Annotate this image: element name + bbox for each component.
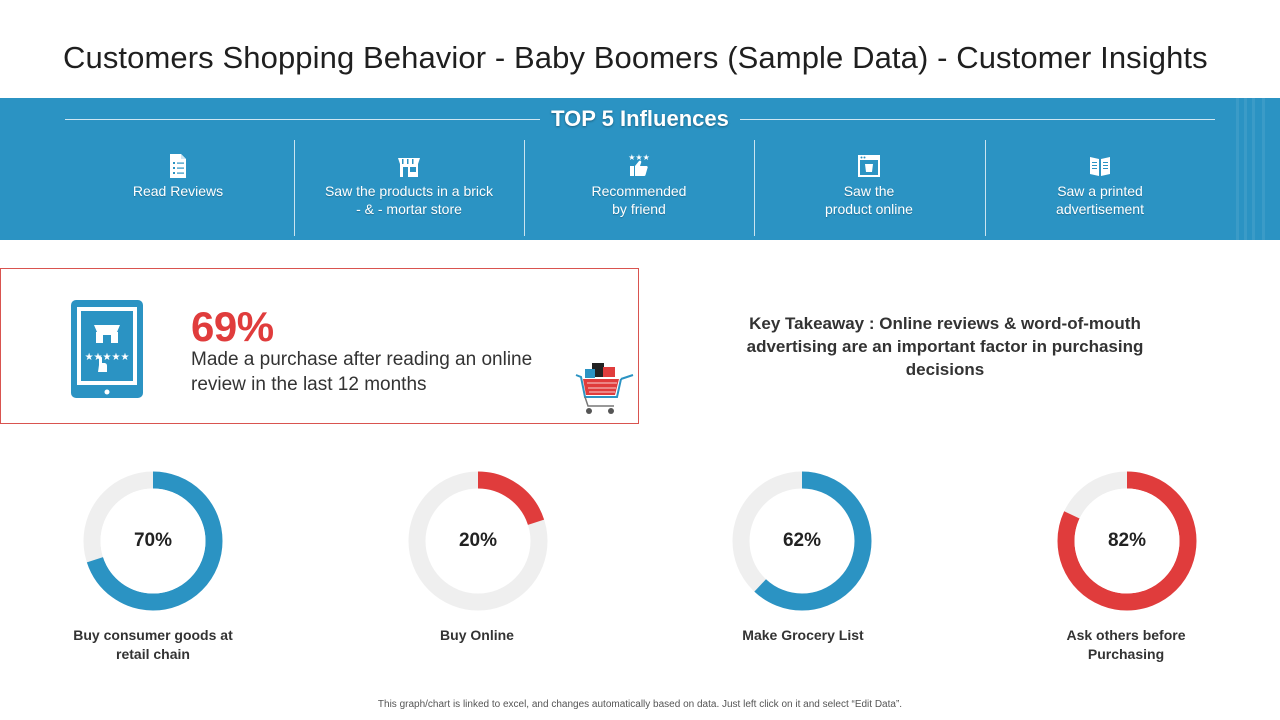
- influence-read-reviews: Read Reviews: [63, 140, 293, 236]
- donut-chart-online: 20%: [403, 466, 553, 616]
- influence-printed-ad: Saw a printed advertisement: [985, 140, 1215, 236]
- highlight-description: Made a purchase after reading an online …: [191, 349, 533, 395]
- donut-chart-retail: 70%: [78, 466, 228, 616]
- influence-label-line2: by friend: [612, 201, 666, 217]
- influences-heading: TOP 5 Influences: [551, 106, 729, 131]
- footer-note: This graph/chart is linked to excel, and…: [377, 699, 903, 710]
- donut-caption: Ask others before Purchasing: [1026, 626, 1226, 664]
- influence-label: Read Reviews: [132, 183, 224, 199]
- influence-label: Saw the: [843, 183, 895, 199]
- donut-arc: [732, 471, 872, 611]
- donut-value: 70%: [133, 530, 173, 551]
- divider: [985, 140, 986, 236]
- caption-line: Ask others before: [1066, 627, 1186, 643]
- influence-online-product: Saw the product online: [754, 140, 984, 236]
- donut-inner-ring: [100, 488, 206, 594]
- heading-rule-right: [740, 119, 1215, 120]
- donut-arc: [83, 471, 223, 611]
- document-list-icon: [170, 154, 186, 178]
- donut-value: 62%: [782, 530, 822, 551]
- donut-chart-ask-others: 82%: [1052, 466, 1202, 616]
- page-title: Customers Shopping Behavior - Baby Boome…: [63, 40, 1208, 75]
- caption-line: Buy Online: [440, 627, 514, 643]
- donut-value: 82%: [1107, 530, 1147, 551]
- open-magazine-icon: [1090, 157, 1110, 176]
- influence-label-line2: product online: [825, 201, 913, 217]
- key-takeaway: Key Takeaway : Online reviews & word-of-…: [746, 314, 1144, 379]
- donut-chart-grocery: 62%: [727, 466, 877, 616]
- influences-band: TOP 5 Influences Read Reviews Saw the pr…: [0, 98, 1280, 240]
- influence-label-line2: - & - mortar store: [356, 201, 462, 217]
- divider: [524, 140, 525, 236]
- donut-inner-ring: [1074, 488, 1180, 594]
- donut-caption: Buy Online: [377, 626, 577, 645]
- divider: [754, 140, 755, 236]
- donut-svg: [732, 471, 872, 611]
- heading-rule-left: [65, 119, 540, 120]
- donut-arc: [1057, 471, 1197, 611]
- svg-text:★★★: ★★★: [628, 153, 650, 162]
- donut-caption: Buy consumer goods at retail chain: [53, 626, 253, 664]
- donut-svg: [408, 471, 548, 611]
- donut-value: 20%: [458, 530, 498, 551]
- storefront-icon: [398, 158, 420, 177]
- influence-brick-and-mortar: Saw the products in a brick - & - mortar…: [294, 140, 524, 236]
- caption-line: retail chain: [116, 646, 190, 662]
- caption-line: Buy consumer goods at: [73, 627, 233, 643]
- influence-label-line2: advertisement: [1056, 201, 1144, 217]
- donut-caption: Make Grocery List: [703, 626, 903, 645]
- donut-svg: [1057, 471, 1197, 611]
- tablet-review-icon: ★★★★★: [71, 300, 143, 398]
- caption-line: Make Grocery List: [742, 627, 864, 643]
- donut-arc: [408, 471, 548, 611]
- donut-svg: [83, 471, 223, 611]
- highlight-stat-box: ★★★★★ 69% Made a purchase after reading …: [0, 268, 639, 424]
- influence-label: Saw the products in a brick: [324, 183, 494, 199]
- influence-label: Saw a printed: [1057, 183, 1143, 199]
- thumbs-up-stars-icon: ★★★: [628, 153, 650, 176]
- tablet-rating-stars: ★★★★★: [85, 352, 130, 363]
- caption-line: Purchasing: [1087, 646, 1165, 662]
- highlight-percent: 69%: [191, 303, 274, 350]
- influence-label: Recommended: [591, 183, 687, 199]
- influence-recommended: ★★★ Recommended by friend: [524, 140, 754, 236]
- shopping-cart-icon: [575, 363, 634, 414]
- divider: [294, 140, 295, 236]
- browser-window-icon: [858, 155, 880, 177]
